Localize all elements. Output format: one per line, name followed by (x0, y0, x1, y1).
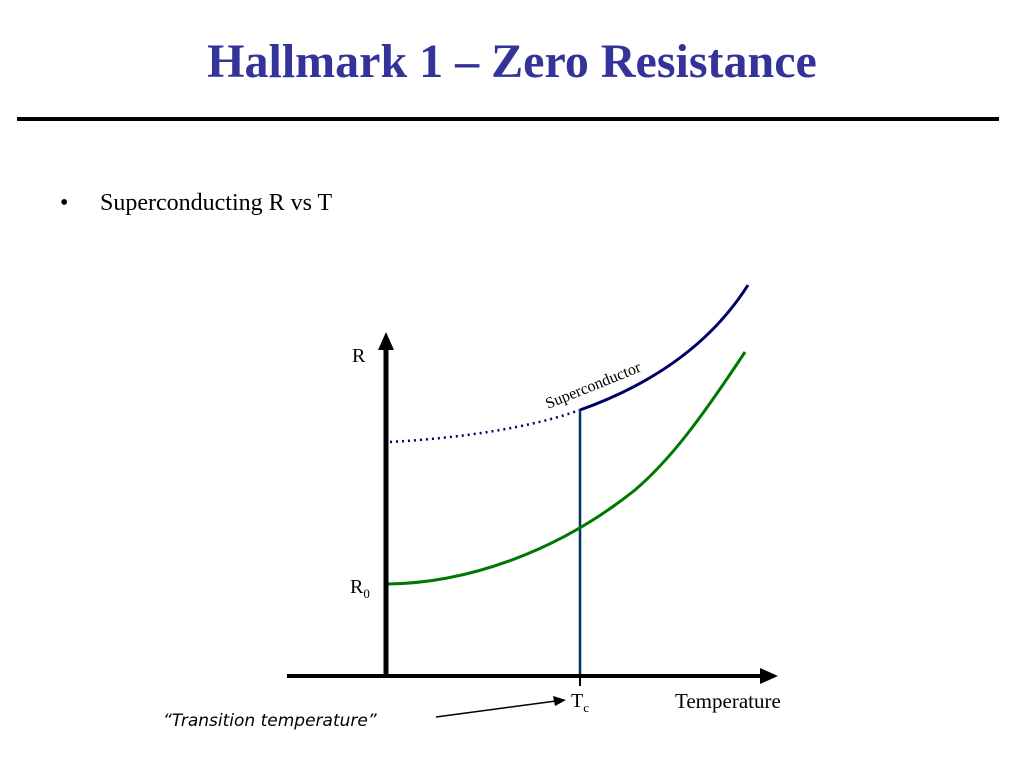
bullet-item: • Superconducting R vs T (60, 188, 332, 218)
r0-label: R0 (350, 576, 370, 601)
y-axis-label: R (352, 345, 366, 367)
x-axis-label: Temperature (675, 689, 781, 713)
tc-label-main: T (571, 690, 583, 712)
superconductor-curve (579, 284, 750, 412)
bullet-marker: • (60, 190, 69, 216)
tc-label: Tc (571, 690, 589, 715)
x-axis-arrowhead (760, 668, 778, 684)
annotation-arrowhead (553, 696, 566, 706)
y-axis-arrowhead (378, 332, 394, 350)
r0-label-main: R (350, 576, 364, 598)
normal-metal-curve (387, 351, 747, 586)
extrapolated-normal-curve (389, 408, 581, 444)
bullet-text: Superconducting R vs T (100, 190, 333, 216)
slide-title: Hallmark 1 – Zero Resistance (207, 35, 817, 88)
annotation-arrow-line (435, 700, 557, 718)
title-divider (17, 117, 999, 121)
tc-label-subscript: c (583, 700, 589, 715)
transition-temperature-annotation: “Transition temperature” (163, 711, 377, 731)
r0-label-subscript: 0 (363, 586, 370, 601)
